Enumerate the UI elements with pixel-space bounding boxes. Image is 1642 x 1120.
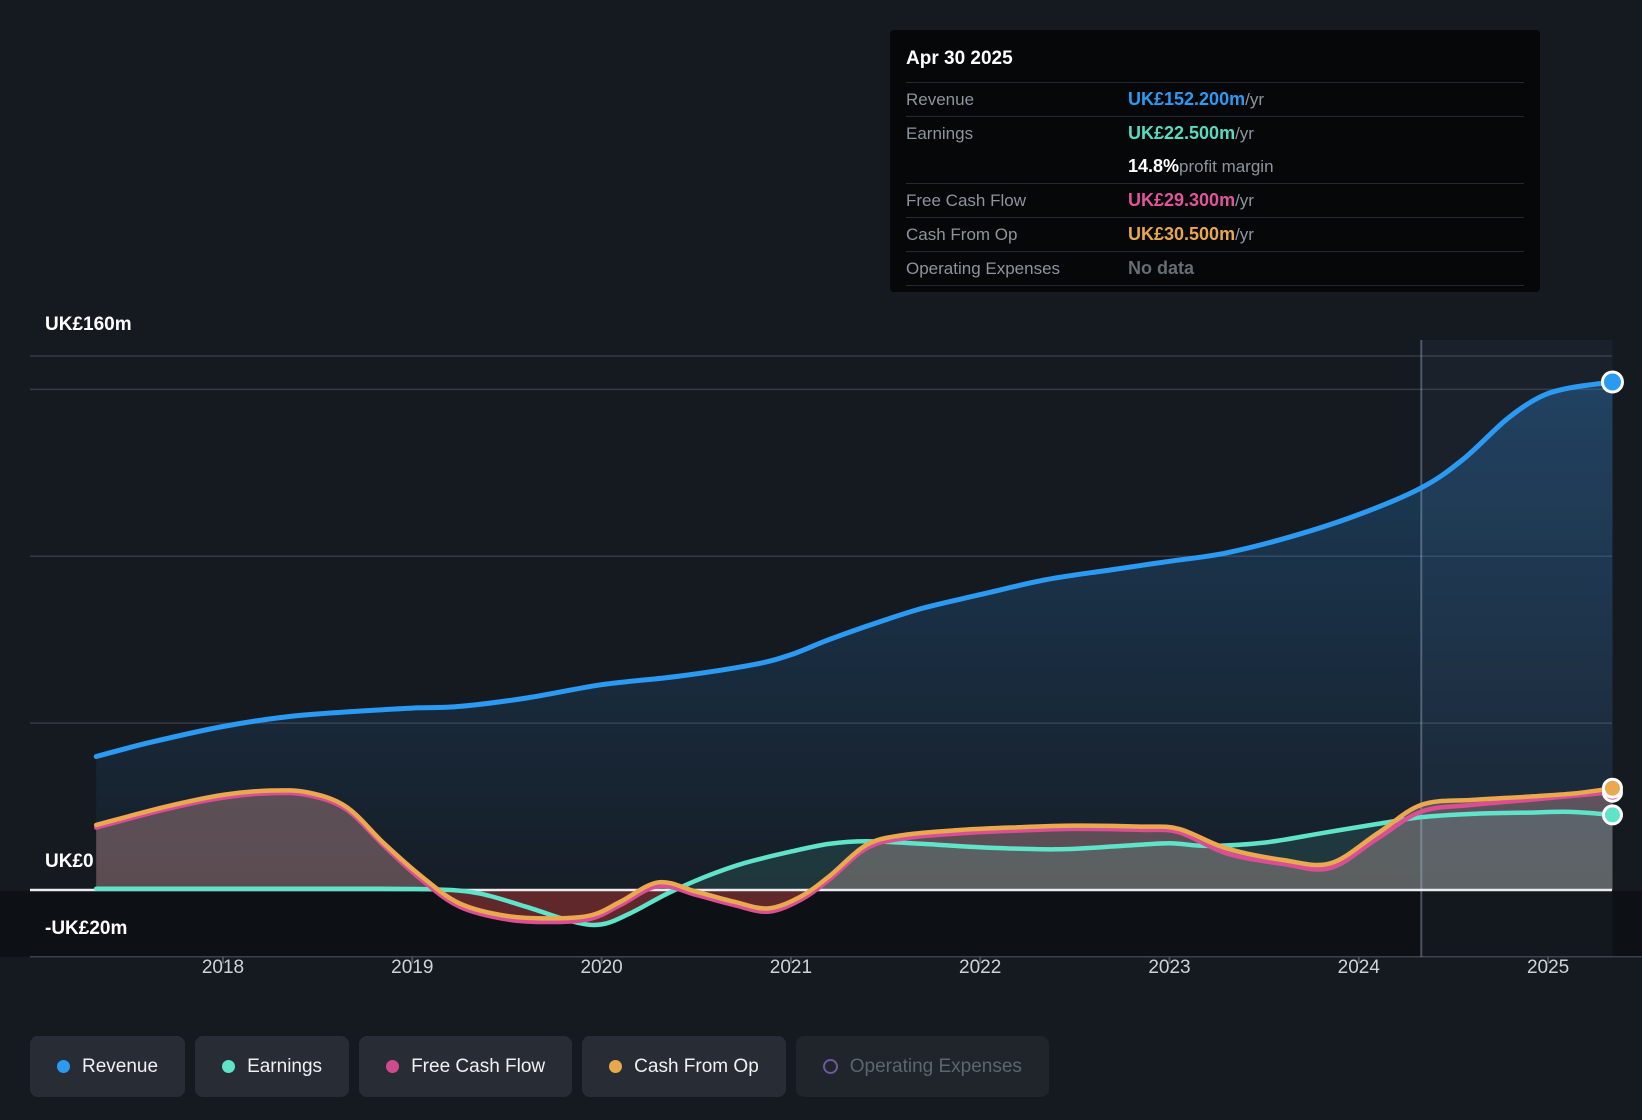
chart-canvas[interactable]: [0, 310, 1642, 975]
legend-ring-icon: [822, 1059, 838, 1074]
tooltip-row-suffix: profit margin: [1179, 156, 1274, 176]
tooltip-row-suffix: /yr: [1235, 190, 1254, 210]
cash-from-op-line: [93, 785, 1615, 921]
tooltip-row-value: UK£22.500m: [1128, 123, 1236, 143]
tooltip-row-operating-expenses: Operating Expenses No data: [906, 251, 1524, 286]
tooltip-row-value: 14.8%: [1128, 156, 1180, 176]
x-axis-label-2023: 2023: [1148, 957, 1191, 978]
legend-item-revenue[interactable]: Revenue: [30, 1036, 186, 1097]
legend-dot-icon: [57, 1060, 70, 1073]
tooltip-row-label: Cash From Op: [906, 224, 1018, 244]
tooltip-row-suffix: /yr: [1235, 224, 1254, 244]
highlight-band: [1421, 340, 1613, 957]
cash-from-op-endpoint-dot[interactable]: [1601, 777, 1623, 799]
free-cash-flow-area: [96, 792, 1613, 890]
x-axis-label-2021: 2021: [769, 957, 813, 978]
legend: Revenue Earnings Free Cash Flow Cash From O…: [30, 1036, 1049, 1097]
tooltip-row-free-cash-flow: Free Cash Flow UK£29.300m /yr: [906, 183, 1524, 217]
x-axis-label-2020: 2020: [580, 957, 623, 978]
tooltip-row-profit-margin: 14.8% profit margin: [906, 150, 1524, 183]
cash-from-op-area: [96, 788, 1613, 890]
legend-item-label: Revenue: [82, 1055, 159, 1077]
tooltip-date: Apr 30 2025: [906, 48, 1013, 69]
legend-item-label: Free Cash Flow: [411, 1055, 546, 1077]
tooltip-row-cash-from-op: Cash From Op UK£30.500m /yr: [906, 217, 1524, 251]
x-axis-label-2025: 2025: [1526, 957, 1570, 978]
earnings-area: [96, 811, 1613, 890]
tooltip-row-suffix: /yr: [1235, 123, 1254, 143]
x-axis-label-2018: 2018: [201, 957, 245, 978]
tooltip-row-revenue: Revenue UK£152.200m /yr: [906, 82, 1524, 116]
revenue-area: [96, 382, 1613, 890]
legend-item-label: Operating Expenses: [849, 1055, 1022, 1077]
tooltip-row-value: UK£30.500m: [1128, 224, 1236, 244]
revenue-line: [93, 379, 1615, 759]
below-zero-band: [0, 891, 1642, 957]
legend-dot-icon: [386, 1060, 400, 1073]
tooltip-rows: Revenue UK£152.200m /yr Earnings UK£22.500m…: [906, 82, 1524, 286]
tooltip-row-earnings: Earnings UK£22.500m /yr: [906, 116, 1524, 150]
legend-item-earnings[interactable]: Earnings: [195, 1036, 350, 1097]
x-axis-label-2022: 2022: [959, 957, 1002, 978]
legend-item-cash-from-op[interactable]: Cash From Op: [582, 1036, 786, 1097]
legend-item-operating-expenses[interactable]: Operating Expenses: [795, 1036, 1049, 1097]
chart-tooltip: Apr 30 2025 Revenue UK£152.200m /yr Earnin…: [890, 30, 1540, 292]
tooltip-row-suffix: /yr: [1245, 89, 1264, 109]
legend-item-label: Cash From Op: [634, 1055, 759, 1077]
x-axis-label-2019: 2019: [391, 957, 434, 978]
tooltip-row-label: Free Cash Flow: [906, 190, 1026, 210]
y-axis-label-zero: UK£0: [45, 851, 94, 872]
legend-dot-icon: [222, 1060, 236, 1073]
tooltip-row-label: Revenue: [906, 89, 975, 109]
x-axis-label-2024: 2024: [1337, 957, 1380, 978]
tooltip-row-label: Earnings: [906, 123, 974, 143]
legend-item-label: Earnings: [247, 1055, 323, 1077]
tooltip-row-value: No data: [1128, 258, 1195, 278]
legend-dot-icon: [609, 1060, 623, 1073]
y-axis-label-max: UK£160m: [45, 314, 132, 335]
legend-item-free-cash-flow[interactable]: Free Cash Flow: [359, 1036, 573, 1097]
earnings-endpoint-dot[interactable]: [1601, 804, 1623, 826]
tooltip-row-value: UK£29.300m: [1128, 190, 1236, 210]
earnings-line: [93, 809, 1615, 928]
y-axis-label-min: -UK£20m: [45, 918, 128, 939]
tooltip-row-value: UK£152.200m: [1128, 89, 1246, 109]
revenue-endpoint-dot[interactable]: [1600, 370, 1624, 394]
tooltip-row-label: Operating Expenses: [906, 258, 1061, 278]
